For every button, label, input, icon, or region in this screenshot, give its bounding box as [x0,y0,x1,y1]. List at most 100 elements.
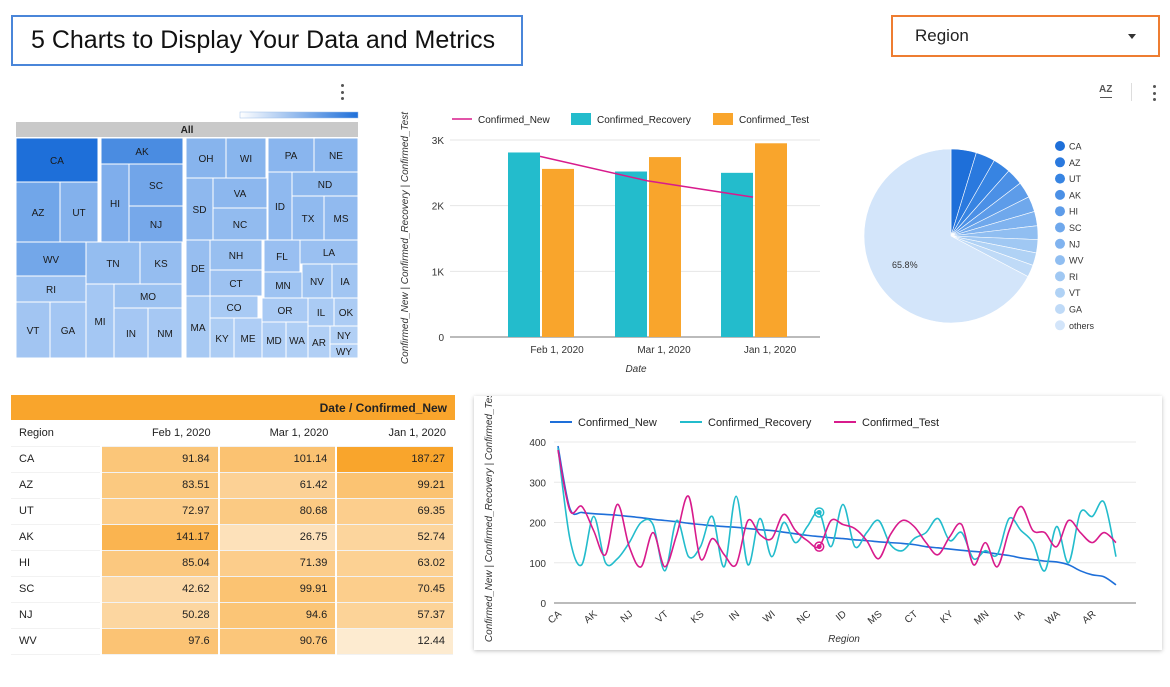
line-legend-label-confirmed-test: Confirmed_Test [862,417,939,429]
treemap-label-ri: RI [46,285,56,296]
pivot-col-header-mar-1-2020[interactable]: Mar 1, 2020 [218,420,337,447]
line-x-axis-label: Region [828,634,860,645]
pivot-row-label: AK [11,524,101,551]
pivot-col-header-region[interactable]: Region [11,420,101,447]
treemap-label-nv: NV [310,277,324,288]
line-series-confirmed-new[interactable] [557,445,1117,586]
bar-confirmed-test-feb-1-2020[interactable] [542,168,574,337]
treemap-cell-mi[interactable] [85,283,115,359]
treemap-cell-me[interactable] [233,317,263,359]
treemap-more-icon[interactable] [337,84,347,100]
bar-x-tick-label: Mar 1, 2020 [637,345,691,356]
treemap-label-ny: NY [337,331,351,342]
pivot-row-label: HI [11,550,101,577]
line-x-tick-label: IN [727,609,742,624]
treemap-cell-nj[interactable] [128,205,184,243]
pivot-cell: 72.97 [100,498,220,525]
line-series-confirmed-test[interactable] [557,449,1117,568]
bar-confirmed-test-mar-1-2020[interactable] [649,157,681,337]
treemap-cell-ia[interactable] [331,263,359,299]
treemap-label-tn: TN [106,259,119,270]
pivot-table-grid: Region Feb 1, 2020 Mar 1, 2020 Jan 1, 2020 … [11,420,455,655]
bar-chart: Confirmed_New Confirmed_Recovery Confirmed… [400,111,820,375]
pie-legend-swatch-ga [1055,304,1065,314]
bar-y-tick-label: 3K [432,136,445,147]
line-x-tick-label: NJ [619,609,635,625]
treemap-label-nj: NJ [150,220,162,231]
treemap-cell-va[interactable] [212,177,268,209]
line-legend-label-confirmed-new: Confirmed_New [578,417,657,429]
treemap-cell-ks[interactable] [139,241,183,285]
treemap-label-ct: CT [229,279,242,290]
bar-confirmed-recovery-mar-1-2020[interactable] [615,171,647,337]
pivot-cell: 57.37 [335,602,455,629]
line-hover-point-confirmed-recovery[interactable] [813,507,825,518]
bar-confirmed-recovery-feb-1-2020[interactable] [508,152,540,337]
pivot-cell: 83.51 [100,472,220,499]
chevron-down-icon [1128,34,1136,39]
treemap-cell-ms[interactable] [323,195,359,241]
pie-legend-swatch-nj [1055,238,1065,249]
pivot-cell: 187.27 [335,446,455,473]
treemap-cell-mo[interactable] [113,283,183,309]
pivot-cell: 63.02 [335,550,455,577]
pie-legend-swatch-ut [1055,173,1065,184]
pivot-col-header-feb-1-2020[interactable]: Feb 1, 2020 [101,420,219,447]
treemap-cell-wv[interactable] [15,241,87,277]
treemap-cell-ct[interactable] [209,269,263,297]
treemap-label-ok: OK [339,308,354,319]
treemap-cell-nm[interactable] [147,307,183,359]
line-x-tick-label: KY [938,609,956,626]
treemap-cell-sc[interactable] [128,163,184,207]
sort-az-icon[interactable]: AZ [1099,84,1113,98]
treemap-cell-hi[interactable] [100,163,130,243]
treemap-cell-il[interactable] [307,297,335,327]
treemap-label-ak: AK [135,147,149,158]
pivot-row-label: UT [11,498,101,525]
line-hover-point-confirmed-test[interactable] [813,541,825,552]
pie-slice-others[interactable] [863,148,1029,324]
treemap-label-nd: ND [318,180,332,191]
pivot-table: Date / Confirmed_New Region Feb 1, 2020 Ma… [11,395,455,655]
treemap-cell-or[interactable] [261,297,309,323]
treemap-cell-wy[interactable] [329,343,359,359]
treemap-cell-ne[interactable] [313,137,359,173]
pivot-cell: 99.21 [335,472,455,499]
pivot-col-header-jan-1-2020[interactable]: Jan 1, 2020 [336,420,454,447]
line-x-tick-label: CT [903,609,920,626]
dashboard-title: 5 Charts to Display Your Data and Metric… [11,15,523,66]
treemap-cell-tx[interactable] [291,195,325,241]
pie-legend-label-az: AZ [1069,158,1081,168]
bar-confirmed-recovery-jan-1-2020[interactable] [721,172,753,337]
line-chart-card: Confirmed_New Confirmed_Recovery Confirmed… [474,389,1162,650]
treemap-cell-ga[interactable] [49,301,87,359]
treemap-cell-in[interactable] [113,307,149,359]
bar-confirmed-test-jan-1-2020[interactable] [755,143,787,337]
treemap-cell-az[interactable] [15,181,61,243]
treemap-cell-nc[interactable] [212,207,268,241]
treemap-cell-vt[interactable] [15,301,51,359]
line-series-confirmed-recovery[interactable] [557,447,1117,572]
pivot-cell: 70.45 [335,576,455,603]
region-dropdown[interactable]: Region [891,15,1160,57]
bar-y-tick-label: 1K [432,267,445,278]
pie-slice-label-others: 65.8% [892,260,918,270]
treemap-cell-nv[interactable] [301,263,333,299]
pie-more-icon[interactable] [1149,85,1159,101]
treemap-cell-sd[interactable] [185,177,214,241]
treemap-label-mn: MN [275,281,291,292]
table-row: SC 42.62 99.91 70.45 [11,576,455,603]
line-y-tick-label: 100 [529,559,546,570]
pivot-cell: 85.04 [100,550,220,577]
table-row: HI 85.04 71.39 63.02 [11,550,455,577]
treemap-cell-ak[interactable] [100,137,184,165]
treemap-cell-ut[interactable] [59,181,99,243]
treemap-cell-nh[interactable] [209,239,263,271]
line-x-tick-label: WA [1043,609,1062,628]
treemap-label-de: DE [191,264,205,275]
treemap-cell-ky[interactable] [209,317,235,359]
treemap-label-nm: NM [157,329,173,340]
pivot-cell: 61.42 [217,472,338,499]
line-legend-label-confirmed-recovery: Confirmed_Recovery [708,417,812,429]
treemap-cell-ma[interactable] [185,295,211,359]
